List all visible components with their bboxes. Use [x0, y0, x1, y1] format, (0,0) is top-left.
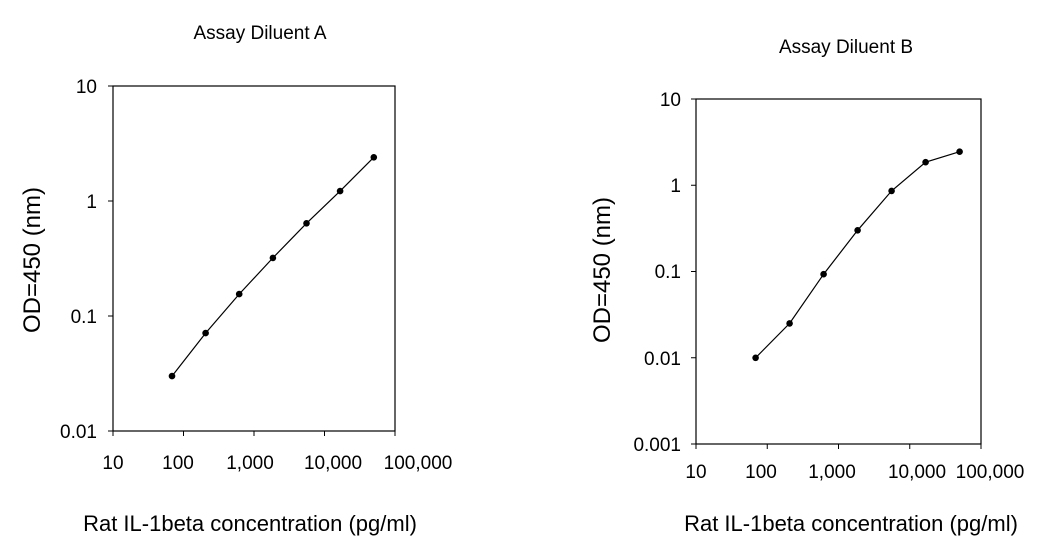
- chart-a-y-ticks: 10 1 0.1 0.01: [60, 77, 113, 443]
- chart-a-xtick-label: 100,000: [384, 453, 453, 474]
- chart-b-x-ticks: 10 100 1,000 10,000 100,000: [685, 444, 1024, 483]
- chart-a-data-point: [370, 154, 378, 161]
- chart-b-ytick-label: 10: [660, 90, 681, 111]
- chart-a-xtick-label: 10,000: [304, 453, 362, 474]
- chart-b-ytick-label: 1: [670, 176, 681, 197]
- chart-a-y-axis-label: OD=450 (nm): [19, 187, 46, 333]
- chart-b-data-point: [752, 354, 759, 362]
- chart-a-xtick-label: 1,000: [226, 453, 274, 474]
- chart-b-ytick-label: 0.1: [655, 262, 681, 283]
- chart-a-data-point: [235, 290, 243, 298]
- chart-b-data-point: [922, 158, 929, 166]
- chart-b-xtick-label: 10,000: [888, 462, 946, 483]
- chart-a-series-line: [171, 156, 375, 377]
- chart-b-ytick-label: 0.01: [644, 349, 681, 370]
- chart-b-y-axis-label: OD=450 (nm): [589, 197, 616, 343]
- chart-a-ytick-label: 1: [86, 192, 97, 213]
- chart-assay-diluent-a: Assay Diluent A 10 1 0.1 0.01 10 100 1,0…: [19, 23, 452, 536]
- chart-a-ytick-label: 0.1: [71, 307, 97, 328]
- chart-b-xtick-label: 1,000: [808, 462, 856, 483]
- chart-a-marks: [168, 154, 378, 380]
- chart-b-data-point: [854, 227, 861, 234]
- chart-b-marks: [752, 148, 963, 362]
- chart-b-data-point: [888, 187, 895, 195]
- chart-a-data-point: [269, 254, 277, 262]
- chart-b-xtick-label: 10: [685, 462, 706, 483]
- chart-a-x-ticks: 10 100 1,000 10,000 100,000: [102, 431, 452, 474]
- chart-a-xtick-label: 100: [162, 453, 194, 474]
- chart-a-data-point: [303, 220, 310, 227]
- chart-a-plot-area: [112, 85, 396, 432]
- chart-a-ytick-label: 10: [76, 77, 97, 98]
- chart-a-data-point: [336, 187, 344, 195]
- chart-a-data-point: [202, 329, 209, 337]
- chart-a-x-axis-label: Rat IL-1beta concentration (pg/ml): [83, 511, 417, 536]
- chart-b-title: Assay Diluent B: [779, 37, 913, 58]
- chart-b-x-axis-label: Rat IL-1beta concentration (pg/ml): [684, 511, 1018, 536]
- chart-a-xtick-label: 10: [102, 453, 123, 474]
- chart-a-ytick-label: 0.01: [60, 422, 97, 443]
- chart-b-series-line: [755, 151, 960, 359]
- chart-assay-diluent-b: Assay Diluent B 10 1 0.1 0.01 0.001 10 1…: [589, 37, 1024, 536]
- chart-b-y-ticks: 10 1 0.1 0.01 0.001: [633, 90, 696, 456]
- chart-a-data-point: [168, 372, 176, 380]
- chart-b-data-point: [786, 320, 793, 327]
- chart-b-plot-area: [695, 98, 982, 445]
- chart-b-xtick-label: 100,000: [956, 462, 1025, 483]
- chart-b-data-point: [956, 148, 963, 155]
- chart-b-ytick-label: 0.001: [633, 435, 681, 456]
- chart-a-title: Assay Diluent A: [193, 23, 326, 44]
- chart-b-data-point: [820, 270, 827, 278]
- chart-b-xtick-label: 100: [745, 462, 777, 483]
